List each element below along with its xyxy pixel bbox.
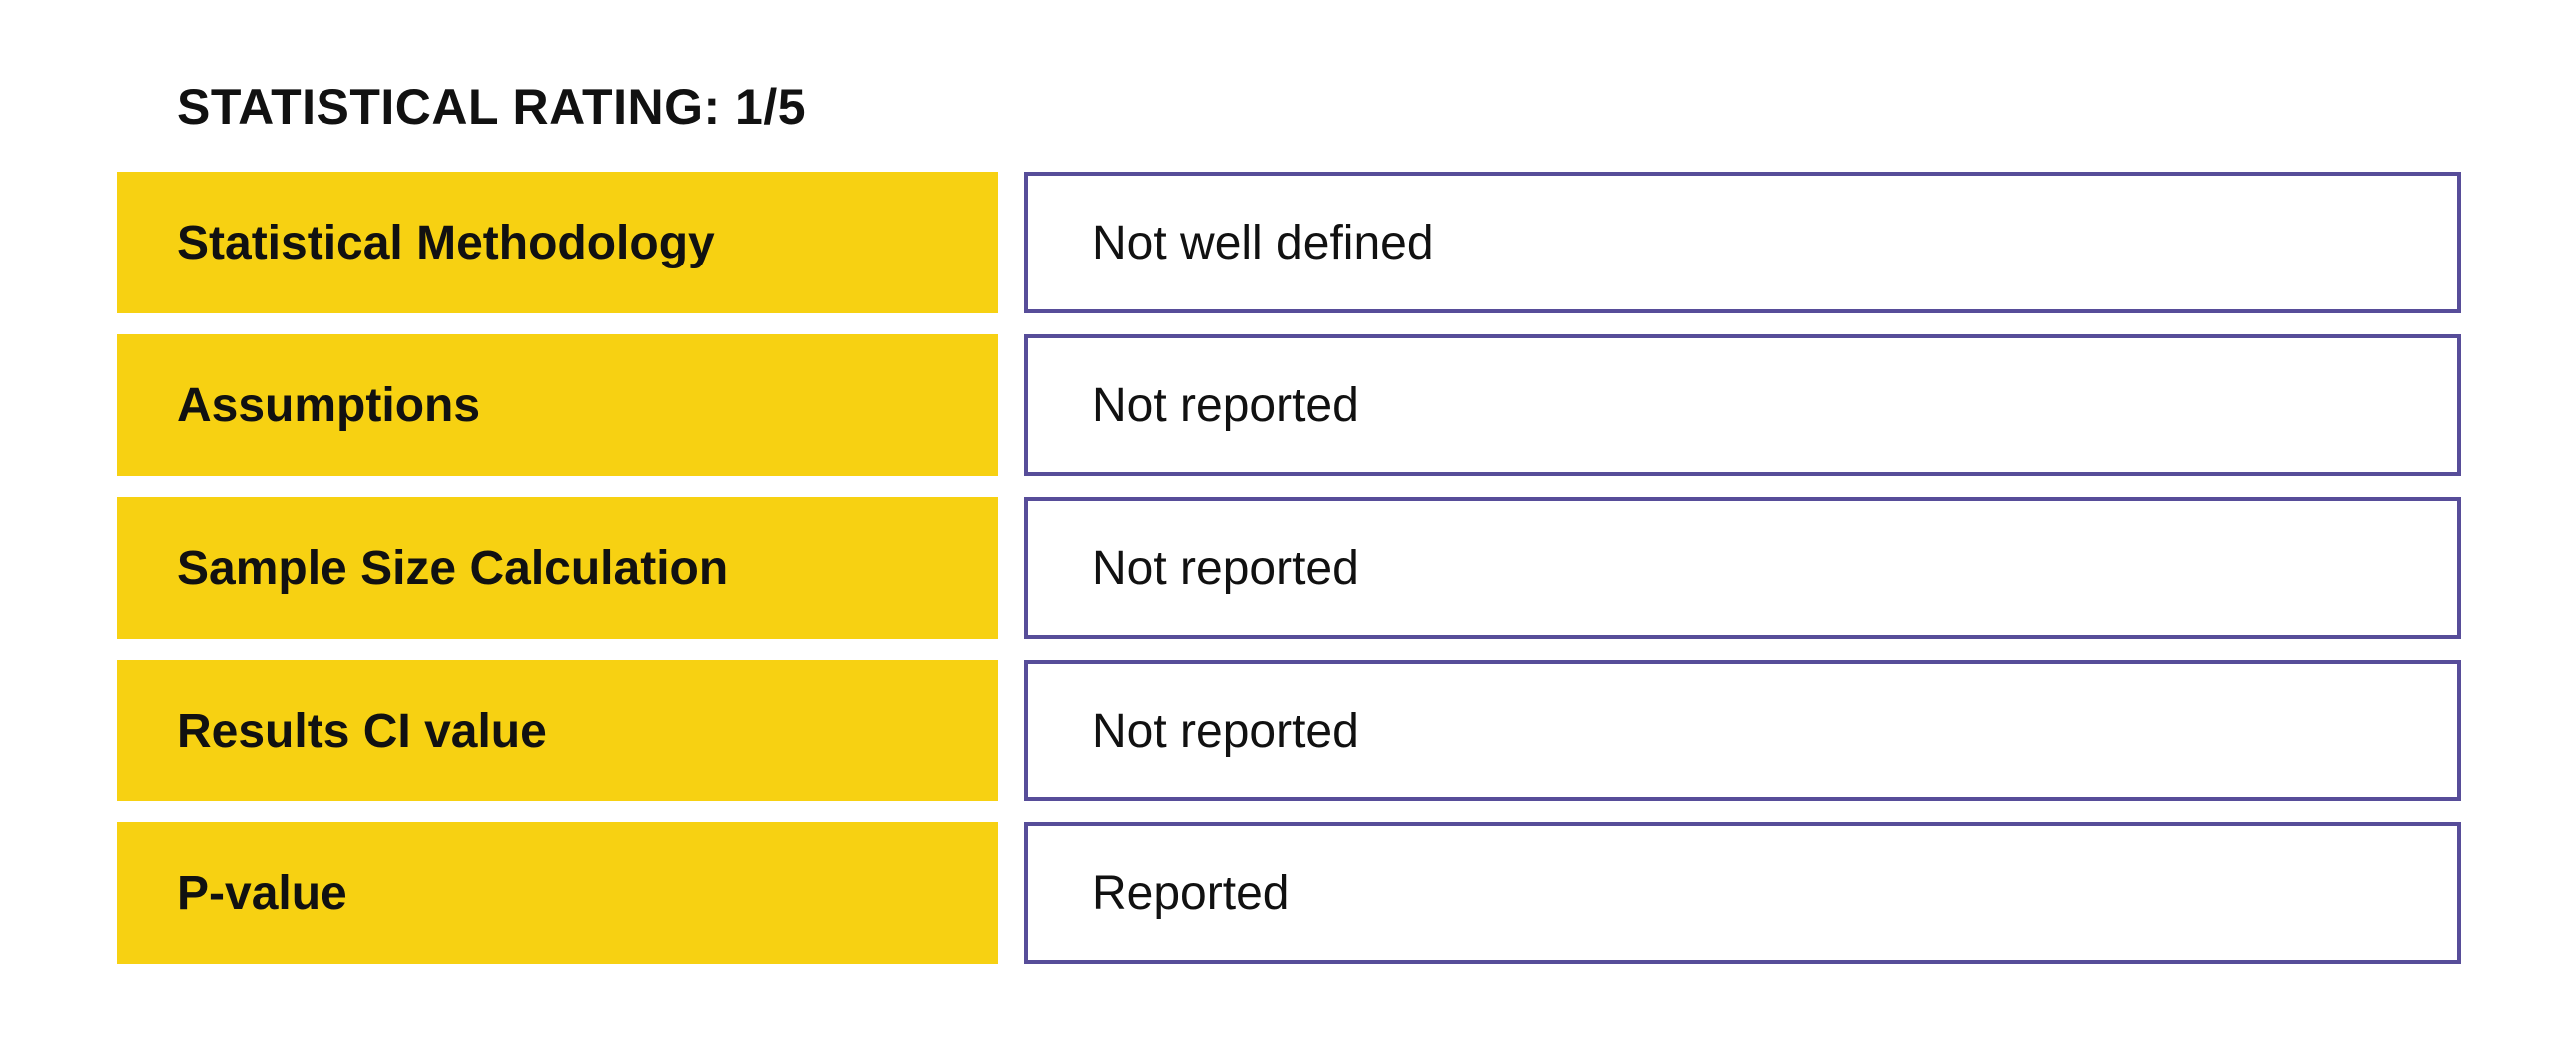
rating-row-statistical-methodology: Statistical Methodology Not well defined — [117, 172, 2461, 313]
criterion-label: Statistical Methodology — [117, 172, 998, 313]
rating-row-p-value: P-value Reported — [117, 822, 2461, 964]
rating-table: Statistical Methodology Not well defined… — [117, 172, 2461, 985]
criterion-value: Reported — [1024, 822, 2461, 964]
criterion-value: Not reported — [1024, 334, 2461, 476]
rating-title: STATISTICAL RATING: 1/5 — [177, 79, 807, 135]
rating-row-assumptions: Assumptions Not reported — [117, 334, 2461, 476]
criterion-value: Not reported — [1024, 660, 2461, 801]
rating-row-results-ci-value: Results CI value Not reported — [117, 660, 2461, 801]
criterion-value: Not well defined — [1024, 172, 2461, 313]
criterion-value: Not reported — [1024, 497, 2461, 639]
criterion-label: Results CI value — [117, 660, 998, 801]
criterion-label: Sample Size Calculation — [117, 497, 998, 639]
rating-row-sample-size-calculation: Sample Size Calculation Not reported — [117, 497, 2461, 639]
criterion-label: P-value — [117, 822, 998, 964]
criterion-label: Assumptions — [117, 334, 998, 476]
